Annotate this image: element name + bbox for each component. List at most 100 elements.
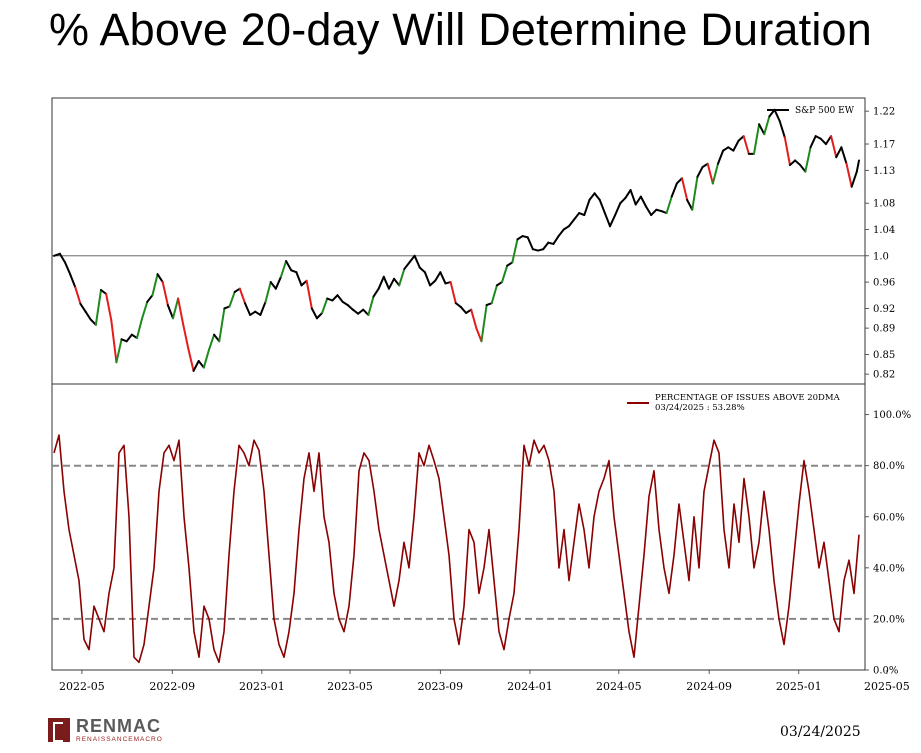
- x-tick-label: 2022-09: [149, 680, 195, 693]
- x-axis: 2022-05 2022-09 2023-01 2023-05 2023-09 2024-…: [59, 670, 910, 693]
- sp500-line-segment: [331, 294, 339, 302]
- sp500-line-segment: [58, 252, 67, 264]
- sp500-line-segment: [372, 287, 380, 298]
- sp500-line-segment: [557, 228, 565, 238]
- sp500-up-segment: [141, 300, 149, 320]
- sp500-up-segment: [94, 288, 103, 326]
- sp500-up-segment: [202, 348, 210, 369]
- top-y-tick-label: 1.04: [873, 225, 895, 236]
- bottom-y-tick-label: 80.0%: [873, 461, 905, 472]
- sp500-line-segment: [624, 189, 632, 199]
- top-y-tick-label: 1.17: [873, 140, 895, 151]
- sp500-line-segment: [788, 159, 797, 167]
- top-y-tick-label: 1.22: [873, 107, 895, 118]
- sp500-line-segment: [213, 333, 221, 343]
- legend-label-breadth: PERCENTAGE OF ISSUES ABOVE 20DMA: [655, 393, 841, 403]
- sp500-line-segment: [773, 108, 781, 123]
- sp500-line-segment: [619, 196, 627, 205]
- top-y-tick-label: 0.89: [873, 324, 895, 335]
- bottom-y-tick-label: 60.0%: [873, 512, 905, 523]
- sp500-line-segment: [315, 311, 324, 320]
- sp500-line-segment: [413, 254, 421, 269]
- sp500-down-segment: [783, 136, 791, 167]
- top-y-tick-label: 0.82: [873, 370, 895, 381]
- top-y-tick-label: 0.85: [873, 350, 895, 361]
- sp500-down-segment: [305, 279, 313, 310]
- sp500-line-segment: [583, 198, 591, 217]
- sp500-line-segment: [336, 294, 344, 303]
- sp500-line-segment: [722, 146, 730, 152]
- sp500-line-segment: [758, 123, 766, 136]
- slide-title: % Above 20-day Will Determine Duration: [49, 4, 872, 55]
- sp500-line-segment: [855, 159, 860, 173]
- sp500-line-segment: [197, 359, 205, 369]
- sp500-line-segment: [824, 135, 833, 146]
- sp500-down-segment: [238, 287, 246, 305]
- top-y-tick-label: 0.96: [873, 278, 895, 289]
- sp500-down-segment: [470, 308, 478, 330]
- x-tick-label: 2023-05: [327, 680, 373, 693]
- sp500-line-segment: [403, 261, 411, 270]
- sp500-line-segment: [429, 279, 437, 287]
- top-y-tick-label: 1.08: [873, 199, 895, 210]
- sp500-up-segment: [752, 123, 761, 155]
- bottom-y-tick-label: 100.0%: [873, 410, 911, 421]
- sp500-line-segment: [166, 304, 174, 320]
- sp500-line-segment: [351, 308, 360, 315]
- sp500-down-segment: [845, 162, 853, 188]
- top-panel-frame: [51, 97, 866, 385]
- pct-above-20dma-panel: 0.0% 20.0% 40.0% 60.0% 80.0% 100.0% PERCENTAGE…: [51, 383, 911, 677]
- sp500-line-segment: [732, 139, 740, 152]
- sp500-up-segment: [804, 146, 812, 173]
- sp500-line-segment: [686, 198, 694, 211]
- sp500-line-segment: [552, 235, 560, 245]
- sp500-up-segment: [207, 333, 216, 351]
- sp500-line-segment: [809, 135, 817, 149]
- footer-date: 03/24/2025: [780, 724, 861, 740]
- x-tick-label: 2024-01: [507, 680, 553, 693]
- sp500-line-segment: [79, 302, 87, 313]
- sp500-line-segment: [737, 135, 745, 142]
- sp500-line-segment: [644, 205, 653, 217]
- sp500-line-segment: [603, 212, 612, 228]
- x-tick-label: 2024-05: [596, 680, 642, 693]
- sp500-line-segment: [269, 281, 277, 290]
- sp500-line-segment: [408, 254, 416, 264]
- sp500-up-segment: [228, 290, 236, 308]
- x-tick-label: 2025-01: [776, 680, 822, 693]
- sp500-line-segment: [341, 300, 349, 307]
- sp500-line-segment: [573, 212, 581, 221]
- sp500-line-segment: [675, 177, 683, 185]
- sp500-line-segment: [274, 275, 282, 290]
- sp500-line-segment: [716, 149, 725, 165]
- sp500-line-segment: [146, 294, 154, 303]
- sp500-line-segment: [696, 166, 704, 178]
- x-tick-label: 2022-05: [59, 680, 105, 693]
- sp500-up-segment: [321, 297, 329, 314]
- sp500-up-segment: [691, 175, 699, 211]
- sp500-down-segment: [742, 135, 750, 155]
- logo-tagline: RENAISSANCEMACRO: [76, 736, 163, 743]
- sp500-down-segment: [449, 281, 457, 305]
- sp500-line-segment: [259, 300, 267, 316]
- sp500-line-segment: [69, 273, 77, 289]
- sp500-down-segment: [830, 135, 838, 159]
- sp500-line-segment: [598, 198, 606, 215]
- sp500-up-segment: [711, 162, 719, 185]
- sp500-line-segment: [840, 146, 848, 165]
- sp500-up-segment: [367, 295, 375, 316]
- sp500-down-segment: [680, 177, 689, 201]
- sp500-line-segment: [562, 225, 570, 231]
- legend-label-breadth-latest: 03/24/2025 : 53.28%: [655, 403, 745, 413]
- sp500-line-segment: [526, 236, 534, 251]
- sp500-line-segment: [629, 189, 637, 206]
- sp500-up-segment: [511, 238, 519, 264]
- sp500-up-segment: [398, 267, 406, 287]
- sp500-line-segment: [799, 164, 807, 173]
- x-tick-label: 2023-09: [417, 680, 463, 693]
- sp500-line-segment: [285, 260, 293, 272]
- sp500-line-segment: [614, 202, 622, 217]
- sp500-line-segment: [454, 302, 462, 309]
- sp500-down-segment: [177, 297, 185, 326]
